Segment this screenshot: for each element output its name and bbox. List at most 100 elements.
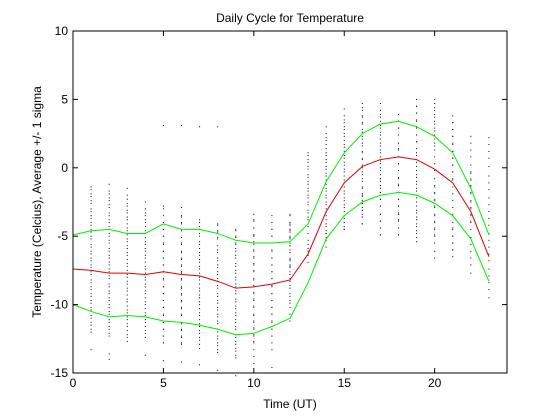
scatter-point bbox=[361, 180, 363, 182]
scatter-point bbox=[470, 264, 472, 266]
scatter-point bbox=[162, 286, 164, 288]
scatter-point bbox=[416, 197, 418, 199]
scatter-point bbox=[434, 109, 436, 111]
scatter-point bbox=[343, 204, 345, 206]
scatter-point bbox=[271, 342, 273, 344]
scatter-point bbox=[90, 222, 92, 224]
scatter-point bbox=[470, 178, 472, 180]
scatter-point bbox=[488, 137, 490, 139]
scatter-point bbox=[361, 167, 363, 169]
y-axis: -15 -10 -5 0 5 10 bbox=[51, 24, 507, 380]
scatter-point bbox=[253, 300, 255, 301]
scatter-point bbox=[90, 257, 92, 259]
scatter-point bbox=[398, 149, 399, 151]
scatter-point bbox=[235, 321, 237, 323]
scatter-point bbox=[162, 315, 164, 317]
scatter-point bbox=[289, 258, 291, 260]
scatter-point bbox=[325, 190, 327, 192]
scatter-point bbox=[325, 152, 327, 154]
scatter-point bbox=[126, 234, 128, 236]
scatter-point bbox=[325, 154, 327, 156]
scatter-point bbox=[452, 227, 454, 229]
scatter-point bbox=[253, 335, 255, 337]
scatter-point bbox=[126, 254, 128, 256]
scatter-point bbox=[416, 134, 418, 136]
scatter-point bbox=[144, 319, 146, 321]
scatter-point bbox=[181, 278, 182, 280]
scatter-point bbox=[235, 336, 237, 338]
scatter-point bbox=[235, 279, 237, 281]
scatter-point bbox=[126, 325, 128, 327]
scatter-point bbox=[379, 124, 381, 126]
scatter-point bbox=[235, 347, 237, 349]
scatter-point bbox=[398, 227, 399, 229]
scatter-point bbox=[361, 171, 363, 173]
scatter-point bbox=[108, 268, 110, 270]
scatter-point bbox=[144, 241, 146, 243]
scatter-point bbox=[90, 208, 92, 210]
scatter-point bbox=[343, 146, 345, 148]
scatter-point bbox=[343, 129, 345, 130]
scatter-point bbox=[199, 297, 201, 299]
scatter-point bbox=[470, 193, 472, 195]
scatter-point bbox=[90, 271, 92, 273]
scatter-point bbox=[434, 123, 436, 125]
scatter-point bbox=[181, 330, 182, 332]
scatter-point bbox=[452, 157, 454, 159]
scatter-point bbox=[434, 235, 436, 237]
scatter-point bbox=[361, 187, 363, 189]
scatter-point bbox=[126, 316, 128, 318]
scatter-point bbox=[90, 293, 92, 295]
scatter-point bbox=[307, 248, 309, 250]
scatter-point bbox=[90, 264, 92, 266]
scatter-point bbox=[90, 189, 92, 191]
scatter-point bbox=[379, 127, 381, 129]
scatter-point bbox=[217, 309, 219, 311]
scatter-point bbox=[199, 268, 201, 270]
scatter-point bbox=[162, 243, 164, 245]
scatter-point bbox=[199, 261, 201, 263]
scatter-point bbox=[90, 295, 92, 297]
x-axis: 0 5 10 15 20 bbox=[70, 31, 442, 390]
scatter-point bbox=[416, 98, 418, 100]
scatter-point bbox=[217, 351, 219, 353]
scatter-point bbox=[108, 183, 110, 185]
scatter-point bbox=[325, 161, 327, 163]
scatter-point bbox=[199, 323, 201, 325]
scatter-point bbox=[307, 226, 309, 228]
scatter-point bbox=[307, 243, 309, 245]
scatter-point bbox=[90, 286, 92, 288]
scatter-point bbox=[452, 115, 454, 117]
scatter-point bbox=[199, 339, 201, 341]
scatter-point bbox=[126, 227, 128, 229]
scatter-point bbox=[488, 275, 490, 277]
scatter-point bbox=[343, 179, 345, 181]
scatter-point bbox=[90, 231, 92, 233]
scatter-point bbox=[235, 237, 237, 239]
scatter-point bbox=[398, 183, 399, 185]
scatter-point bbox=[217, 223, 219, 225]
scatter-point bbox=[253, 234, 255, 236]
scatter-point bbox=[181, 342, 182, 344]
scatter-point bbox=[199, 226, 201, 228]
scatter-point bbox=[416, 232, 418, 234]
scatter-point bbox=[181, 336, 182, 338]
scatter-point bbox=[144, 250, 146, 252]
scatter-point bbox=[452, 222, 454, 224]
scatter-point bbox=[434, 227, 436, 229]
scatter-point bbox=[253, 278, 255, 280]
scatter-point bbox=[271, 293, 273, 295]
scatter-point bbox=[144, 230, 146, 232]
scatter-point bbox=[361, 107, 363, 109]
scatter-point bbox=[162, 208, 164, 210]
scatter-point bbox=[126, 230, 128, 232]
scatter-point bbox=[217, 345, 219, 347]
scatter-point bbox=[217, 295, 219, 297]
x-tick-label: 15 bbox=[338, 376, 352, 390]
scatter-point bbox=[181, 323, 182, 325]
y-tick-label: 10 bbox=[55, 24, 69, 38]
x-tick-label: 0 bbox=[70, 376, 77, 390]
scatter-point bbox=[434, 228, 436, 230]
scatter-point bbox=[90, 193, 92, 195]
x-tick-label: 10 bbox=[247, 376, 261, 390]
